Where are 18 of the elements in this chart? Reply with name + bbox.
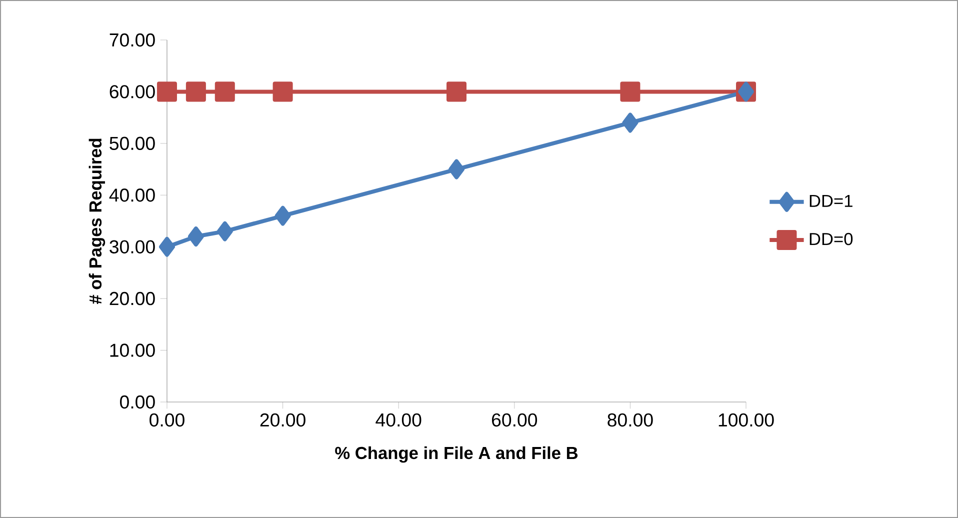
x-axis-title: % Change in File A and File B [335,446,578,463]
y-tick-label: 20.00 [110,292,155,306]
x-tick-label: 60.00 [492,413,538,427]
legend-label: DD=1 [810,194,852,207]
y-tick-label: 50.00 [110,136,155,150]
x-tick-label: 100.00 [718,413,774,427]
y-tick-label: 60.00 [110,85,155,98]
x-tick-label: 20.00 [260,413,306,427]
y-tick-label: 0.00 [120,395,155,409]
y-tick-label: 40.00 [109,188,155,202]
legend-label: DD=0 [810,232,853,246]
y-axis-title: # of Pages Required [88,138,106,304]
x-tick-label: 40.00 [376,413,422,427]
y-tick-label: 10.00 [110,344,155,357]
y-tick-label: 70.00 [110,33,155,47]
y-tick-label: 30.00 [110,240,155,254]
x-tick-label: 80.00 [608,413,653,427]
x-tick-label: 0.00 [150,413,184,427]
